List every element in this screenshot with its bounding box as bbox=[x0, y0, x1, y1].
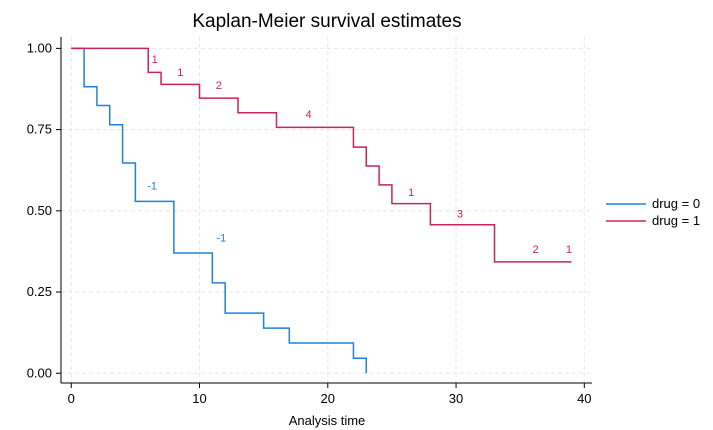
series bbox=[71, 47, 572, 374]
x-tick-label: 0 bbox=[68, 391, 75, 406]
y-tick-label: 0.25 bbox=[27, 284, 52, 299]
censor-count-label: 3 bbox=[457, 208, 463, 220]
censor-count-label: 2 bbox=[216, 80, 222, 92]
axes: 0 10 20 30 40 0.00 0.25 0.50 0.75 1.00 bbox=[27, 37, 592, 406]
x-axis-label: Analysis time bbox=[289, 413, 366, 428]
censor-count-label: 1 bbox=[177, 67, 183, 79]
y-tick-label: 1.00 bbox=[27, 40, 52, 55]
x-tick-label: 40 bbox=[577, 391, 591, 406]
censor-count-label: -1 bbox=[216, 233, 226, 245]
y-tick-label: 0.50 bbox=[27, 203, 52, 218]
censor-count-label: 2 bbox=[533, 244, 539, 256]
annotations: -1 -1 1 1 2 4 1 3 2 1 bbox=[147, 54, 572, 256]
censor-count-label: -1 bbox=[147, 181, 157, 193]
legend-label: drug = 0 bbox=[652, 196, 700, 211]
legend-label: drug = 1 bbox=[652, 213, 700, 228]
censor-count-label: 1 bbox=[566, 244, 572, 256]
y-tick-label: 0.75 bbox=[27, 122, 52, 137]
series-line-drug-1 bbox=[71, 47, 572, 263]
chart-title: Kaplan-Meier survival estimates bbox=[192, 11, 461, 32]
x-tick-label: 30 bbox=[449, 391, 463, 406]
grid bbox=[61, 37, 592, 383]
x-tick-label: 20 bbox=[321, 391, 335, 406]
censor-count-label: 1 bbox=[408, 187, 414, 199]
y-tick-label: 0.00 bbox=[27, 365, 52, 380]
x-tick-label: 10 bbox=[192, 391, 206, 406]
legend: drug = 0 drug = 1 bbox=[606, 196, 700, 228]
censor-count-label: 4 bbox=[305, 109, 311, 121]
censor-count-label: 1 bbox=[152, 54, 158, 66]
series-line-drug-0 bbox=[71, 47, 368, 374]
